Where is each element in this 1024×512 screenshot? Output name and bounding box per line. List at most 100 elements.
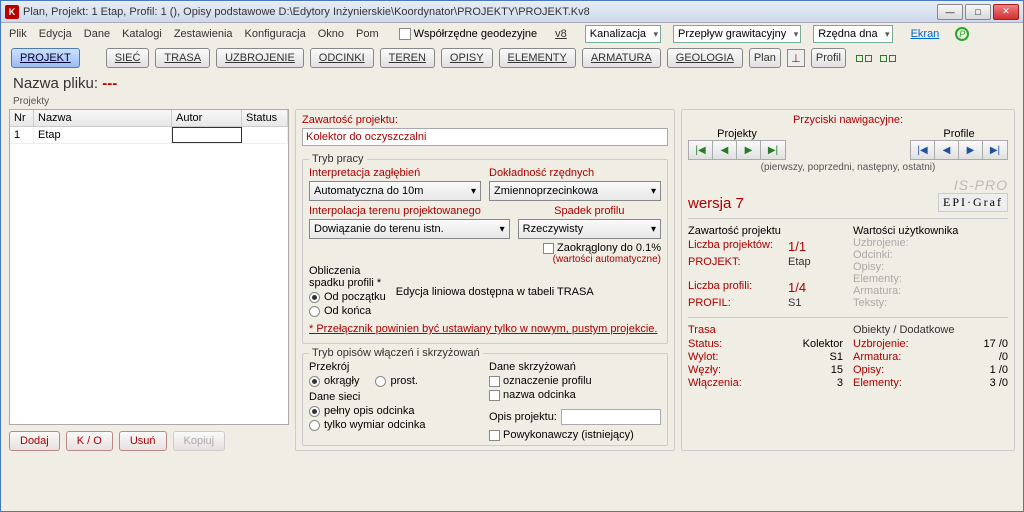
th-status[interactable]: Status [242, 110, 288, 126]
table-row[interactable]: 1 Etap [10, 127, 288, 144]
proj-first-button[interactable]: |◀ [689, 141, 713, 159]
prof-first-button[interactable]: |◀ [911, 141, 935, 159]
od-konca-radio[interactable] [309, 306, 320, 317]
combo-rzedna[interactable]: Rzędna dna [813, 25, 892, 43]
pelny-label: pełny opis odcinka [324, 405, 415, 417]
warning-note: * Przełącznik powinien być ustawiany tyl… [309, 323, 661, 335]
p-circle-icon[interactable]: P [955, 27, 969, 41]
prof-next-button[interactable]: ▶ [959, 141, 983, 159]
menu-dane[interactable]: Dane [84, 28, 110, 40]
prof-last-button[interactable]: ▶| [983, 141, 1007, 159]
dodaj-button[interactable]: Dodaj [9, 431, 60, 451]
tab-teren[interactable]: TEREN [380, 48, 435, 68]
menu-katalogi[interactable]: Katalogi [122, 28, 162, 40]
ele-v: 3 /0 [990, 377, 1008, 389]
tab-armatura[interactable]: ARMATURA [582, 48, 661, 68]
tryb-opis-legend: Tryb opisów włączeń i skrzyżowań [309, 347, 483, 359]
tab-siec[interactable]: SIEĆ [106, 48, 150, 68]
maximize-button[interactable]: □ [965, 4, 991, 20]
opis-proj-input[interactable] [561, 409, 661, 425]
view-squares-icon[interactable] [856, 55, 896, 62]
perpendicular-icon[interactable]: ⊥ [787, 49, 805, 67]
pelny-radio[interactable] [309, 406, 320, 417]
uzyt-5: Teksty: [853, 297, 1008, 309]
opis-proj-label: Opis projektu: [489, 411, 557, 423]
interp-ter-combo[interactable]: Dowiązanie do terenu istn. [309, 219, 510, 239]
interp-zag-combo[interactable]: Automatyczna do 10m [309, 181, 481, 201]
spadek-combo[interactable]: Rzeczywisty [518, 219, 661, 239]
zawartosc-label: Zawartość projektu: [302, 114, 668, 126]
tab-trasa[interactable]: TRASA [155, 48, 210, 68]
td-status [242, 127, 288, 143]
tab-profil[interactable]: Profil [811, 48, 846, 68]
nazwa-odc-checkbox[interactable] [489, 390, 500, 401]
menu-konfiguracja[interactable]: Konfiguracja [245, 28, 306, 40]
th-nr[interactable]: Nr [10, 110, 34, 126]
tylko-radio[interactable] [309, 420, 320, 431]
dokl-combo[interactable]: Zmiennoprzecinkowa [489, 181, 661, 201]
window-title: Plan, Projekt: 1 Etap, Profil: 1 (), Opi… [23, 6, 937, 18]
filename-label: Nazwa pliku: [13, 75, 98, 92]
powykon-checkbox[interactable] [489, 430, 500, 441]
zawartosc-input[interactable] [302, 128, 668, 146]
menu-okno[interactable]: Okno [318, 28, 344, 40]
profil-v: S1 [788, 297, 801, 309]
minimize-button[interactable]: — [937, 4, 963, 20]
proj-next-button[interactable]: ▶ [737, 141, 761, 159]
wersja-label: wersja 7 [688, 195, 744, 212]
close-button[interactable]: ✕ [993, 4, 1019, 20]
interp-ter-label: Interpolacja terenu projektowanego [309, 205, 510, 217]
projekt-v: Etap [788, 256, 811, 268]
opi-k: Opisy: [853, 364, 884, 376]
titlebar: K Plan, Projekt: 1 Etap, Profil: 1 (), O… [1, 1, 1023, 23]
od-poczatku-radio[interactable] [309, 292, 320, 303]
geod-checkbox[interactable] [399, 28, 411, 40]
wlacz-k: Włączenia: [688, 377, 742, 389]
dane-sieci-label: Dane sieci [309, 391, 481, 403]
tab-uzbrojenie[interactable]: UZBROJENIE [216, 48, 304, 68]
arm-v: /0 [999, 351, 1008, 363]
nav-note: (pierwszy, poprzedni, następny, ostatni) [688, 162, 1008, 173]
combo-przeplyw[interactable]: Przepływ grawitacyjny [673, 25, 801, 43]
menu-edycja[interactable]: Edycja [39, 28, 72, 40]
usun-button[interactable]: Usuń [119, 431, 167, 451]
wylot-k: Wylot: [688, 351, 718, 363]
tab-projekt[interactable]: PROJEKT [11, 48, 80, 68]
od-konca-label: Od końca [324, 305, 371, 317]
uzyt-1: Odcinki: [853, 249, 1008, 261]
geod-label: Współrzędne geodezyjne [414, 28, 538, 40]
td-autor[interactable] [172, 127, 242, 143]
menu-pomoc[interactable]: Pom [356, 28, 379, 40]
v8-link[interactable]: v8 [555, 28, 567, 40]
ko-button[interactable]: K / O [66, 431, 113, 451]
dane-skrz-label: Dane skrzyżowań [489, 361, 661, 373]
uzyt-0: Uzbrojenie: [853, 237, 1008, 249]
obiekty-title: Obiekty / Dodatkowe [853, 324, 1008, 336]
status-v: Kolektor [803, 338, 843, 350]
status-k: Status: [688, 338, 722, 350]
zaokr-checkbox[interactable] [543, 243, 554, 254]
ozn-prof-checkbox[interactable] [489, 376, 500, 387]
tab-elementy[interactable]: ELEMENTY [499, 48, 576, 68]
prof-prev-button[interactable]: ◀ [935, 141, 959, 159]
opi-v: 1 /0 [990, 364, 1008, 376]
ispro-label: IS-PRO [688, 177, 1008, 193]
tab-odcinki[interactable]: ODCINKI [310, 48, 374, 68]
proj-last-button[interactable]: ▶| [761, 141, 785, 159]
combo-kanalizacja[interactable]: Kanalizacja [585, 25, 661, 43]
tab-geologia[interactable]: GEOLOGIA [667, 48, 743, 68]
wart-auto-note: (wartości automatyczne) [543, 254, 661, 265]
od-poczatku-label: Od początku [324, 291, 386, 303]
tab-opisy[interactable]: OPISY [441, 48, 493, 68]
przekroj-label: Przekrój [309, 361, 481, 373]
th-nazwa[interactable]: Nazwa [34, 110, 172, 126]
ekran-link[interactable]: Ekran [911, 28, 940, 40]
td-nazwa: Etap [34, 127, 172, 143]
okragly-radio[interactable] [309, 376, 320, 387]
menu-zestawienia[interactable]: Zestawienia [174, 28, 233, 40]
proj-prev-button[interactable]: ◀ [713, 141, 737, 159]
menu-plik[interactable]: Plik [9, 28, 27, 40]
prost-radio[interactable] [375, 376, 386, 387]
tab-plan[interactable]: Plan [749, 48, 781, 68]
th-autor[interactable]: Autor [172, 110, 242, 126]
